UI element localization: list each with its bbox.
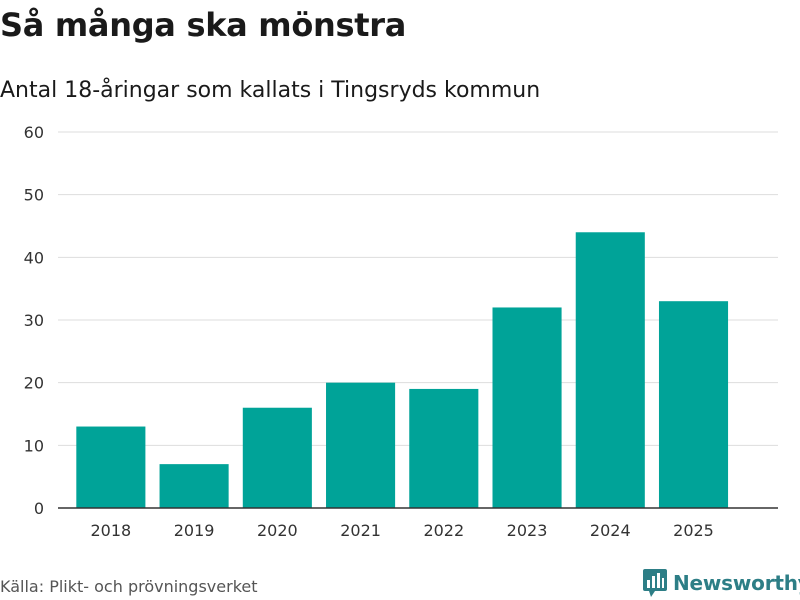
bar [575,232,645,508]
bar [76,426,146,508]
bar [492,307,562,508]
x-tick-label: 2019 [174,521,215,540]
x-tick-label: 2021 [340,521,381,540]
chart-subtitle: Antal 18-åringar som kallats i Tingsryds… [0,78,541,103]
y-tick-label: 60 [24,123,44,142]
y-tick-label: 50 [24,186,44,205]
x-tick-label: 2022 [423,521,464,540]
brand-logo: Newsworthy [643,569,800,597]
x-tick-label: 2024 [590,521,631,540]
y-tick-label: 10 [24,436,44,455]
y-tick-label: 20 [24,374,44,393]
bar-chart-speech-bubble-icon [643,569,667,597]
x-tick-label: 2023 [507,521,548,540]
bar [658,301,729,508]
x-tick-label: 2018 [90,521,131,540]
chart-title: Så många ska mönstra [0,6,407,44]
y-tick-label: 40 [24,248,44,267]
bar [409,388,479,508]
x-tick-label: 2020 [257,521,298,540]
y-tick-label: 0 [34,499,44,518]
brand-name: Newsworthy [673,571,800,595]
bar [326,382,396,508]
source-note: Källa: Plikt- och prövningsverket [0,577,258,596]
bar [159,464,229,508]
x-tick-label: 2025 [673,521,714,540]
y-tick-label: 30 [24,311,44,330]
bar [242,407,312,508]
